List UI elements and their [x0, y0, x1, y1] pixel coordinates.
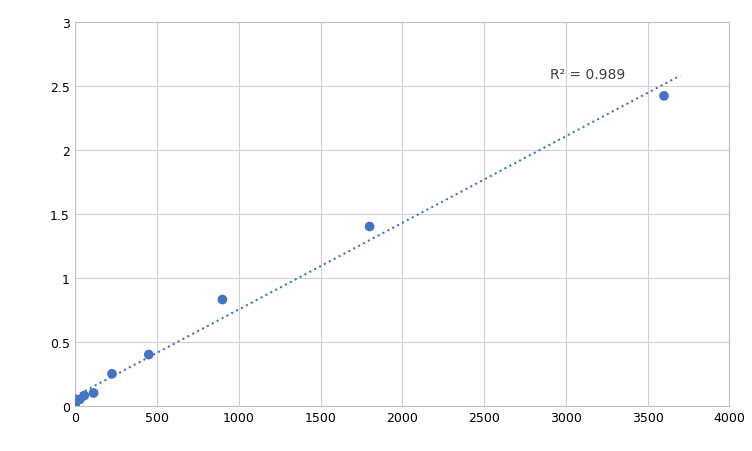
Point [143, 351, 155, 359]
Text: R² = 0.989: R² = 0.989 [550, 68, 625, 82]
Point [217, 296, 229, 304]
Point [74, 396, 86, 403]
Point [363, 223, 375, 230]
Point [87, 390, 99, 397]
Point [658, 93, 670, 100]
Point [106, 370, 118, 377]
Point [69, 402, 81, 410]
Point [78, 392, 90, 399]
